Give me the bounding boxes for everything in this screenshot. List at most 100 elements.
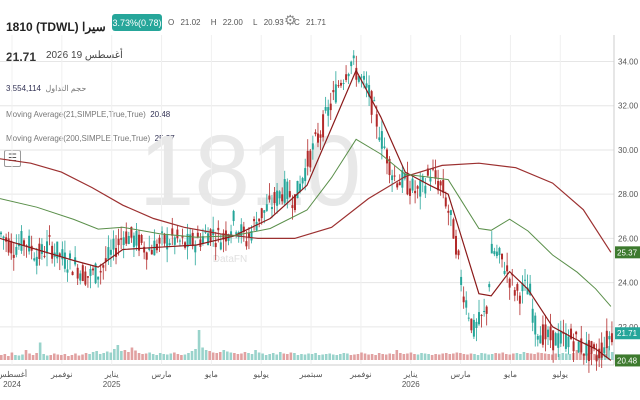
candle-body — [120, 238, 123, 240]
candle-body — [89, 268, 92, 276]
x-tick-label: 2024 — [3, 380, 21, 389]
candle-body — [431, 168, 434, 170]
volume-bar — [342, 353, 346, 360]
candle-body — [125, 231, 128, 244]
candle-body — [250, 230, 253, 241]
ma-green-line — [0, 138, 612, 307]
candle-body — [437, 180, 440, 191]
volume-bar — [60, 355, 63, 360]
volume-bar — [155, 355, 158, 360]
candle-body — [322, 114, 325, 138]
candle-body — [478, 312, 481, 325]
volume-bar — [476, 355, 480, 360]
candle-body — [526, 287, 529, 295]
candle-body — [33, 258, 36, 261]
volume-bar — [197, 330, 201, 360]
candle-body — [97, 276, 100, 280]
candle-body — [276, 190, 279, 206]
volume-bar — [77, 355, 81, 360]
volume-bar — [45, 355, 49, 360]
candle-body — [342, 83, 345, 85]
volume-bars — [0, 330, 614, 360]
candle-body — [327, 107, 330, 116]
candle-body — [143, 246, 146, 253]
x-tick-label: مايو — [503, 370, 517, 379]
volume-bar — [497, 353, 501, 360]
candle-body — [184, 242, 187, 248]
candle-body — [28, 235, 31, 252]
candle-body — [595, 355, 598, 362]
candle-body — [204, 230, 207, 233]
candle-body — [316, 133, 319, 143]
candle-body — [7, 238, 10, 253]
y-tick-label: 32.00 — [618, 102, 639, 111]
volume-bar — [473, 354, 476, 360]
candle-body — [508, 278, 511, 288]
volume-bar — [233, 353, 236, 360]
candle-body — [608, 336, 611, 340]
candle-body — [23, 240, 26, 246]
grid — [0, 35, 614, 366]
candle-body — [43, 255, 46, 257]
candle-body — [281, 194, 284, 202]
candle-body — [181, 235, 184, 238]
candle-body — [531, 308, 534, 323]
candle-body — [58, 253, 61, 257]
candle-body — [283, 179, 286, 203]
last-price-badge-bg — [615, 327, 640, 340]
header-date: أغسطس 19 2026 — [46, 50, 123, 61]
watermark: 1810 — [139, 115, 361, 227]
volume-bar — [441, 353, 445, 360]
candle-body — [92, 268, 95, 271]
candle-body — [480, 314, 483, 316]
volume-bar — [282, 353, 286, 360]
volume-bar — [88, 354, 91, 360]
candle-body — [337, 85, 340, 87]
candle-body — [173, 237, 176, 245]
candle-body — [214, 243, 217, 248]
volume-bar — [515, 353, 519, 360]
candle-body — [434, 170, 437, 179]
candle-body — [598, 348, 601, 359]
candle-body — [408, 188, 411, 196]
volume-indicator: حجم التداول 3,554,114 — [6, 84, 87, 93]
candle-body — [345, 74, 348, 80]
candle-body — [51, 245, 54, 259]
candle-body — [357, 76, 360, 82]
candle-body — [0, 232, 2, 235]
candle-body — [375, 114, 378, 127]
volume-bar — [377, 353, 381, 360]
volume-bar — [423, 353, 427, 360]
ma200-indicator: Moving Average(200,SIMPLE,True,True) 25.… — [6, 134, 175, 143]
candle-body — [148, 247, 151, 251]
volume-bar — [395, 350, 399, 360]
candle-body — [20, 231, 23, 251]
ma200-line — [0, 158, 612, 253]
volume-bar — [536, 352, 540, 360]
candle-body — [465, 300, 468, 308]
ohlc-readout: O 21.02 H 22.00 L 20.93 C 21.71 — [168, 18, 334, 27]
volume-bar — [427, 354, 430, 360]
volume-bar — [579, 352, 582, 360]
candle-body — [391, 175, 394, 181]
candle-body — [398, 182, 401, 186]
volume-bar — [63, 354, 67, 360]
settings-gear-icon[interactable]: ⚙ — [284, 12, 297, 28]
volume-bar — [522, 352, 526, 360]
candle-body — [79, 273, 82, 281]
volume-bar — [215, 353, 219, 360]
volume-bar — [183, 354, 187, 360]
candle-body — [84, 271, 87, 285]
candle-body — [352, 55, 355, 59]
volume-bar — [575, 350, 579, 360]
candle-body — [524, 279, 527, 281]
candle-body — [161, 231, 164, 233]
candle-body — [539, 335, 542, 344]
volume-bar — [303, 354, 307, 360]
volume-bar — [314, 353, 317, 360]
candle-body — [301, 178, 304, 184]
volume-bar — [307, 353, 310, 360]
x-tick-label: مايو — [204, 370, 218, 379]
